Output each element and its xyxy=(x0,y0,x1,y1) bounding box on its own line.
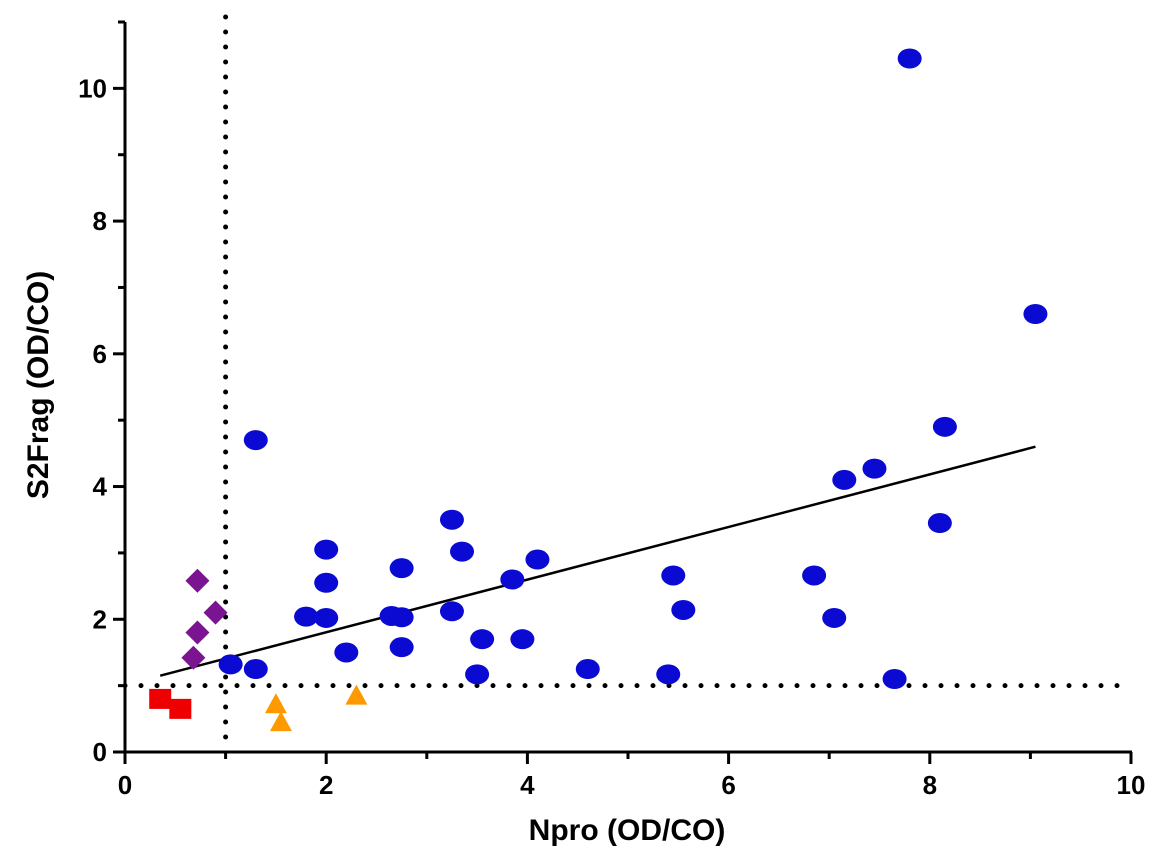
data-point-triangle xyxy=(269,711,292,732)
data-point-circle xyxy=(314,607,339,628)
data-point-circle xyxy=(802,565,827,586)
data-point-circle xyxy=(243,659,268,680)
data-point-square xyxy=(149,688,172,709)
data-point-circle xyxy=(294,606,319,627)
data-point-circle xyxy=(661,565,686,586)
data-point-square xyxy=(169,698,192,719)
data-point-circle xyxy=(314,539,339,560)
data-point-circle xyxy=(243,430,268,451)
data-point-circle xyxy=(862,458,887,479)
data-point-circle xyxy=(450,541,475,562)
data-point-diamond xyxy=(203,600,228,625)
x-tick-label: 10 xyxy=(1117,770,1146,800)
data-point-circle xyxy=(510,629,535,650)
data-point-circle xyxy=(470,629,495,650)
data-point-circle xyxy=(671,599,696,620)
data-point-circle xyxy=(897,48,922,69)
data-point-circle xyxy=(822,607,847,628)
data-point-circle xyxy=(656,664,681,685)
data-point-circle xyxy=(389,607,414,628)
data-point-circle xyxy=(389,637,414,658)
y-tick-label: 0 xyxy=(93,737,107,767)
data-point-circle xyxy=(525,549,550,570)
x-tick-label: 4 xyxy=(520,770,535,800)
y-tick-label: 10 xyxy=(78,73,107,103)
data-point-circle xyxy=(389,558,414,579)
cutoff-lines xyxy=(122,14,1124,755)
data-point-triangle xyxy=(264,693,287,714)
data-point-circle xyxy=(439,601,464,622)
data-point-circle xyxy=(932,416,957,437)
data-point-circle xyxy=(1023,304,1048,324)
data-point-circle xyxy=(882,669,907,689)
y-tick-label: 2 xyxy=(93,604,107,634)
x-tick-label: 2 xyxy=(319,770,333,800)
x-axis-title: Npro (OD/CO) xyxy=(529,814,726,847)
trend-line xyxy=(159,445,1036,677)
x-tick-label: 0 xyxy=(118,770,132,800)
y-tick-label: 6 xyxy=(93,339,107,369)
data-point-circle xyxy=(832,469,857,490)
data-point-diamond xyxy=(181,645,206,670)
data-point-circle xyxy=(218,654,243,675)
x-tick-label: 6 xyxy=(721,770,735,800)
data-point-circle xyxy=(465,664,490,685)
data-point-circle xyxy=(314,572,339,593)
data-points xyxy=(149,48,1048,732)
data-point-circle xyxy=(500,569,525,590)
data-point-circle xyxy=(575,659,600,680)
data-point-circle xyxy=(439,509,464,530)
data-point-circle xyxy=(334,642,359,663)
x-tick-label: 8 xyxy=(923,770,937,800)
y-tick-label: 8 xyxy=(93,206,107,236)
axes: 0 2 4 6 8 10 0 2 4 6 8 10 xyxy=(78,20,1146,800)
data-point-diamond xyxy=(185,568,210,593)
y-axis-title: S2Frag (OD/CO) xyxy=(22,271,55,499)
data-point-diamond xyxy=(185,620,210,645)
data-point-triangle xyxy=(345,684,368,705)
y-tick-label: 4 xyxy=(93,472,108,502)
trend-line-group xyxy=(159,445,1036,677)
data-point-circle xyxy=(927,513,952,534)
